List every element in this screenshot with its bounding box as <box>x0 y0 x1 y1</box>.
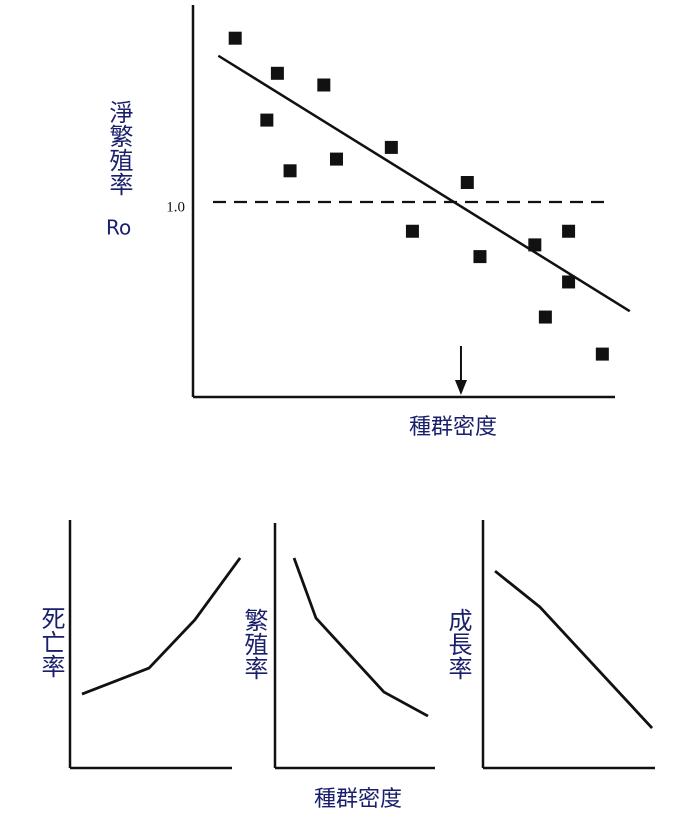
marker-arrowhead <box>454 380 467 395</box>
data-point <box>283 164 297 178</box>
y-axis-label: 成長率 <box>444 608 472 680</box>
data-line <box>81 557 242 696</box>
data-point <box>260 113 274 127</box>
data-line <box>292 557 429 718</box>
data-point <box>538 310 552 324</box>
data-line <box>494 569 654 730</box>
data-point <box>460 176 474 189</box>
y-axis-symbol: Ro <box>106 216 131 240</box>
data-point <box>562 224 576 238</box>
trend-line <box>217 54 631 313</box>
data-point <box>473 250 487 264</box>
y-axis-label: 淨繁殖率 <box>105 100 133 196</box>
data-point <box>270 66 284 80</box>
data-point <box>595 347 609 361</box>
data-point <box>384 140 398 154</box>
y-axis-label: 死亡率 <box>37 606 65 678</box>
data-point <box>528 238 542 252</box>
data-point <box>329 152 343 166</box>
y-tick-label: 1.0 <box>166 199 185 215</box>
data-point <box>562 275 576 289</box>
data-point <box>228 31 242 45</box>
data-point <box>317 78 331 92</box>
shared-x-axis-label: 種群密度 <box>314 787 402 812</box>
y-axis-label: 繁殖率 <box>240 608 268 680</box>
x-axis-label: 種群密度 <box>409 415 497 440</box>
data-point <box>405 224 419 238</box>
